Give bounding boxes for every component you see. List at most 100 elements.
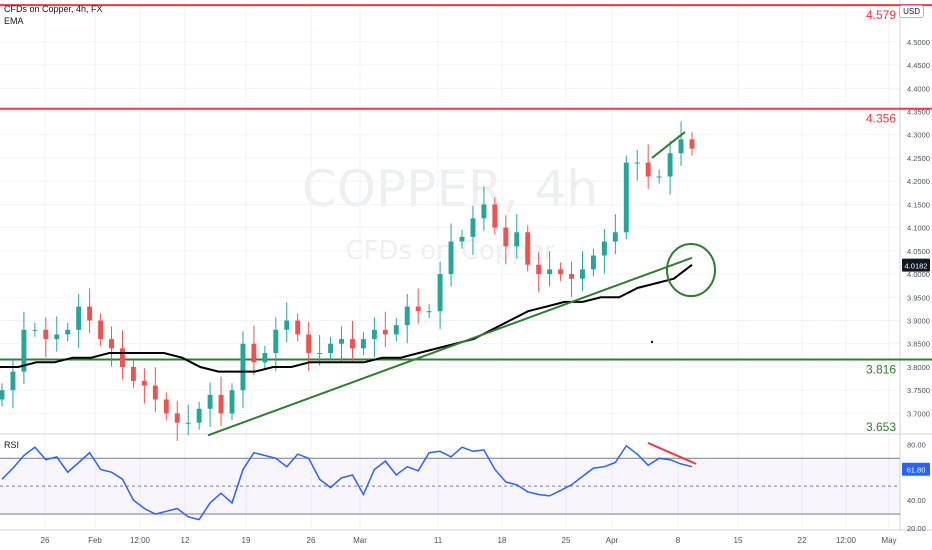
candle-body (415, 306, 421, 312)
ema-indicator-label: EMA (4, 16, 24, 26)
price-tick-label: 3.7500 (907, 386, 930, 395)
candle-body (536, 264, 542, 275)
time-tick-label: 12 (181, 536, 190, 545)
chart-title: CFDs on Copper, 4h, FX (4, 4, 103, 14)
current-price-label: 4.0182 (905, 262, 928, 271)
level-label: 4.356 (866, 112, 896, 126)
candle-body (229, 390, 235, 414)
watermark-symbol: COPPER, 4h (301, 160, 599, 218)
candle-body (459, 236, 465, 242)
candle-body (404, 306, 410, 326)
price-tick-label: 4.3500 (907, 107, 930, 116)
candle-body (371, 329, 377, 340)
price-tick-label: 4.4000 (907, 84, 930, 93)
candle-body (503, 227, 509, 247)
candle-body (218, 394, 224, 414)
candle-body (207, 394, 213, 409)
candle-body (547, 269, 553, 275)
price-tick-label: 3.8000 (907, 363, 930, 372)
level-label: 3.653 (866, 420, 896, 434)
rsi-current-label: 61.80 (907, 466, 926, 475)
candle-body (481, 204, 487, 219)
price-tick-label: 3.7000 (907, 409, 930, 418)
candle-body (10, 371, 16, 391)
time-tick-label: 12:00 (836, 536, 857, 545)
candle-body (0, 390, 5, 400)
rsi-tick-label: 40.00 (907, 496, 926, 505)
candle-body (295, 320, 301, 335)
time-tick-label: 12:00 (130, 536, 151, 545)
dot-marker (650, 340, 654, 344)
price-tick-label: 4.4500 (907, 61, 930, 70)
candle-body (32, 329, 38, 331)
time-tick-label: Feb (88, 536, 102, 545)
time-tick-label: May (881, 536, 896, 545)
candle-body (382, 329, 388, 335)
currency-button[interactable]: USD (899, 5, 924, 18)
candle-body (317, 353, 323, 355)
candle-body (120, 348, 125, 367)
candle-body (98, 320, 104, 340)
candle-body (251, 343, 257, 363)
time-tick-label: 18 (498, 536, 507, 545)
rsi-tick-label: 80.00 (907, 440, 926, 449)
time-tick-label: 19 (242, 536, 251, 545)
candle-body (196, 408, 202, 423)
candle-body (339, 339, 344, 344)
ema-line (0, 264, 693, 373)
price-tick-label: 4.2000 (907, 177, 930, 186)
candle-body (689, 139, 695, 149)
price-tick-label: 4.0000 (907, 270, 930, 279)
wedge-top-line (651, 131, 686, 159)
candle-body (426, 311, 432, 313)
candle-body (21, 329, 27, 372)
candle-body (141, 380, 147, 386)
time-tick-label: 26 (307, 536, 316, 545)
candle-body (350, 339, 355, 349)
candle-body (525, 232, 531, 265)
price-tick-label: 4.2500 (907, 154, 930, 163)
time-tick-label: 15 (734, 536, 743, 545)
candle-body (393, 325, 399, 335)
candle-body (678, 139, 684, 154)
candle-body (43, 329, 49, 340)
candle-body (54, 334, 60, 340)
candle-body (623, 162, 629, 233)
candle-body (163, 399, 169, 414)
time-tick-label: 26 (41, 536, 50, 545)
circle-marker (666, 243, 716, 297)
rsi-line (1, 444, 693, 521)
current-price-badge (902, 258, 930, 272)
candle-body (306, 334, 312, 354)
price-tick-label: 3.8500 (907, 340, 930, 349)
candle-body (514, 232, 520, 247)
candle-body (262, 353, 268, 363)
candle-body (174, 413, 180, 423)
candle-body (76, 306, 82, 330)
candle-body (580, 269, 585, 279)
price-tick-label: 4.5000 (907, 38, 930, 47)
candle-body (645, 162, 651, 177)
candle-body (185, 422, 191, 424)
candle-body (284, 320, 290, 330)
candle-body (65, 329, 71, 335)
price-tick-label: 4.1500 (907, 200, 930, 209)
time-tick-label: Apr (606, 536, 619, 545)
time-tick-label: 8 (676, 536, 681, 545)
candle-body (437, 274, 443, 312)
price-tick-label: 4.0500 (907, 247, 930, 256)
level-label: 4.579 (866, 8, 896, 22)
candle-body (569, 274, 574, 279)
rsi-current-badge (902, 462, 930, 476)
candle-body (273, 329, 279, 354)
candle-body (634, 162, 640, 164)
candle-body (448, 241, 454, 275)
rsi-divergence-line (647, 442, 697, 465)
candle-body (590, 255, 596, 270)
price-tick-label: 4.3000 (907, 131, 930, 140)
candle-body (240, 343, 246, 391)
time-tick-label: 22 (798, 536, 807, 545)
rsi-tick-label: 20.00 (907, 524, 926, 533)
price-tick-label: 3.9000 (907, 317, 930, 326)
